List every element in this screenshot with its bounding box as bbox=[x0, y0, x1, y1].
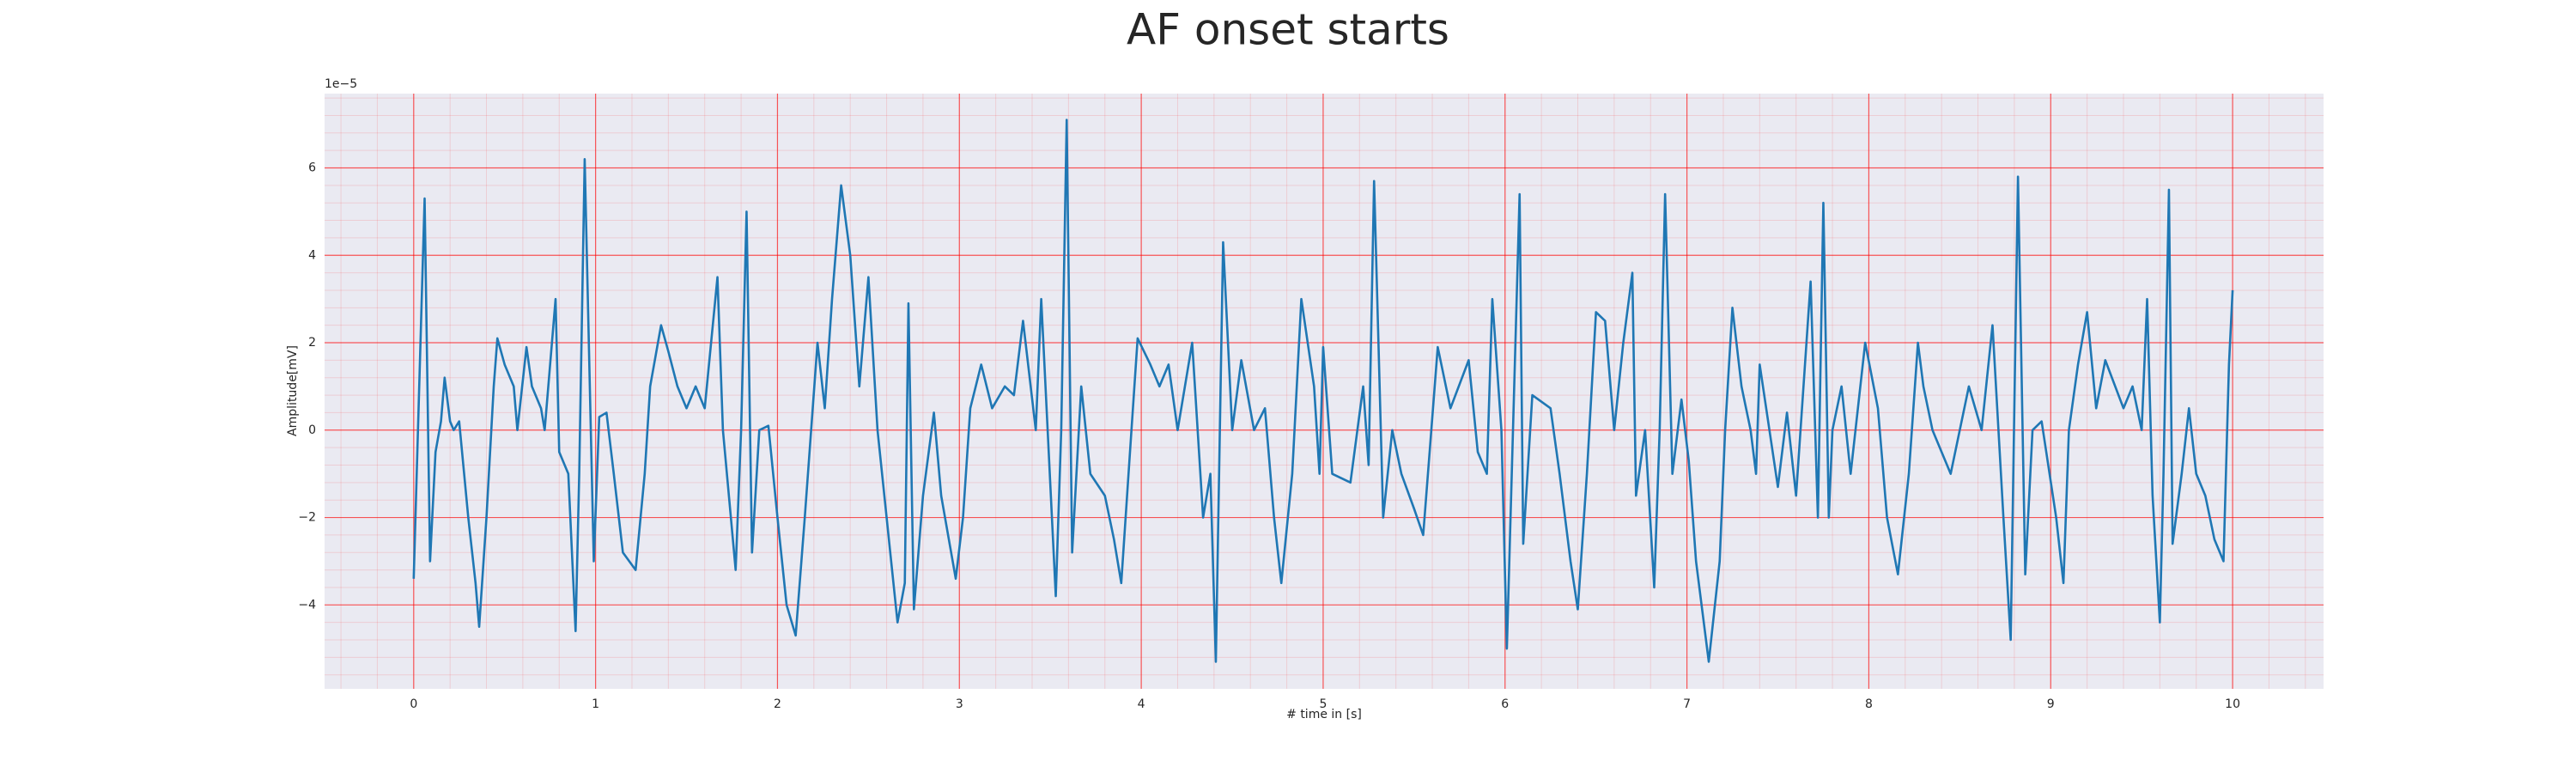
x-axis-label: # time in [s] bbox=[1286, 708, 1362, 721]
x-tick-label: 7 bbox=[1683, 697, 1691, 711]
x-tick-label: 9 bbox=[2047, 697, 2055, 711]
y-tick-label: 6 bbox=[308, 161, 316, 174]
y-tick-label: −4 bbox=[298, 598, 316, 612]
y-tick-label: 0 bbox=[308, 423, 316, 437]
x-tick-label: 3 bbox=[956, 697, 963, 711]
y-axis-label: Amplitude[mV] bbox=[286, 345, 300, 436]
plot-area bbox=[325, 94, 2324, 689]
x-tick-label: 0 bbox=[410, 697, 417, 711]
x-tick-label: 10 bbox=[2225, 697, 2240, 711]
signal-line bbox=[412, 119, 2234, 663]
x-tick-label: 6 bbox=[1501, 697, 1509, 711]
x-tick-label: 8 bbox=[1865, 697, 1873, 711]
x-tick-label: 4 bbox=[1138, 697, 1145, 711]
y-tick-label: −2 bbox=[298, 511, 316, 525]
x-tick-label: 1 bbox=[592, 697, 599, 711]
y-tick-label: 4 bbox=[308, 248, 316, 262]
y-tick-label: 2 bbox=[308, 336, 316, 350]
x-tick-label: 5 bbox=[1319, 697, 1327, 711]
chart-title: AF onset starts bbox=[1127, 5, 1449, 55]
offset-text: 1e−5 bbox=[325, 77, 357, 91]
x-tick-label: 2 bbox=[774, 697, 781, 711]
